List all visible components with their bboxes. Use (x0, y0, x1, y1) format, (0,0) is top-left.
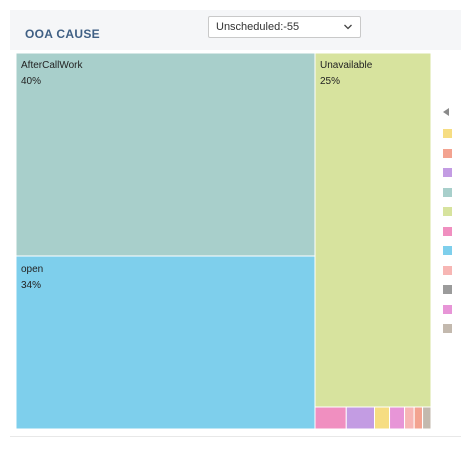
treemap-tile-unavailable[interactable] (314, 52, 432, 408)
chart-legend (443, 108, 453, 344)
treemap-small-tile[interactable] (413, 406, 424, 430)
legend-swatch[interactable] (443, 304, 452, 314)
treemap-chart: AfterCallWork 40% open 34% Unavailable 25% (15, 52, 432, 430)
legend-swatch[interactable] (443, 129, 452, 138)
treemap-small-tile[interactable] (404, 406, 415, 430)
treemap-small-tile[interactable] (374, 406, 391, 430)
treemap-small-tile[interactable] (314, 406, 347, 430)
treemap-small-tile[interactable] (389, 406, 406, 430)
legend-swatch[interactable] (443, 246, 452, 255)
dropdown-selected-value: Unscheduled:-55 (216, 21, 300, 33)
tile-percent-open: 34% (21, 280, 41, 291)
treemap-tile-open[interactable] (15, 255, 316, 430)
tile-percent-aftercallwork: 40% (21, 76, 41, 87)
tile-label-unavailable: Unavailable (320, 60, 373, 71)
legend-swatch[interactable] (443, 187, 452, 197)
legend-scroll-left-icon[interactable] (443, 108, 449, 116)
tile-label-aftercallwork: AfterCallWork (21, 60, 83, 71)
legend-swatch[interactable] (443, 285, 452, 294)
widget-header: OOA CAUSE Unscheduled:-55 (10, 10, 461, 50)
legend-swatch[interactable] (443, 148, 452, 158)
treemap-tile-aftercallwork[interactable] (15, 52, 316, 257)
unscheduled-dropdown[interactable]: Unscheduled:-55 (208, 16, 361, 38)
widget-title: OOA CAUSE (25, 27, 100, 41)
tile-percent-unavailable: 25% (320, 76, 340, 87)
treemap-small-tile[interactable] (345, 406, 376, 430)
legend-swatch[interactable] (443, 207, 452, 216)
legend-swatch[interactable] (443, 324, 452, 333)
chevron-down-icon (344, 24, 352, 30)
tile-label-open: open (21, 264, 43, 275)
legend-swatch[interactable] (443, 226, 452, 236)
legend-swatch[interactable] (443, 265, 452, 275)
treemap-small-tile[interactable] (422, 406, 432, 430)
legend-swatch[interactable] (443, 168, 452, 177)
